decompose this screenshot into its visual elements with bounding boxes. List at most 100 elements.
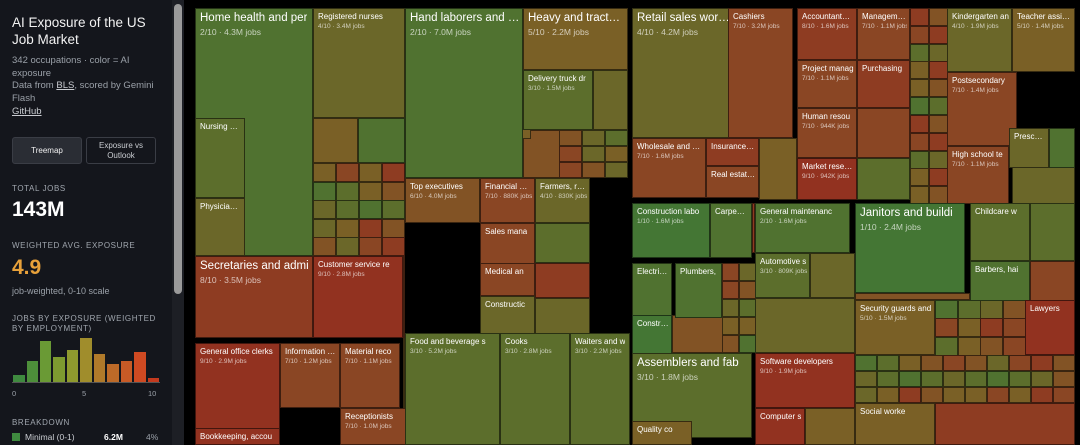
treemap-tile-unlabeled[interactable] xyxy=(755,298,855,353)
treemap-tile-unlabeled[interactable] xyxy=(1003,318,1026,337)
treemap-tile-unlabeled[interactable] xyxy=(336,237,359,256)
treemap-tile[interactable]: Teacher assista 5/10 · 1.4M jobs xyxy=(1012,8,1075,72)
treemap-tile-unlabeled[interactable] xyxy=(965,371,987,387)
treemap-tile-unlabeled[interactable] xyxy=(359,182,382,201)
treemap-tile-unlabeled[interactable] xyxy=(359,200,382,219)
treemap-tile[interactable]: Heavy and tractor-tr 5/10 · 2.2M jobs xyxy=(523,8,628,70)
treemap-tile-unlabeled[interactable] xyxy=(910,168,929,186)
treemap-tile[interactable]: Physicians a xyxy=(195,198,245,256)
treemap-tile-unlabeled[interactable] xyxy=(593,70,628,130)
treemap-tile[interactable]: Software developers 9/10 · 1.9M jobs xyxy=(755,353,855,408)
treemap-tile-unlabeled[interactable] xyxy=(535,263,590,298)
treemap-tile-unlabeled[interactable] xyxy=(759,138,797,200)
treemap-tile-unlabeled[interactable] xyxy=(855,387,877,403)
treemap-tile-unlabeled[interactable] xyxy=(739,263,756,281)
treemap-tile-unlabeled[interactable] xyxy=(910,186,929,204)
treemap-tile-unlabeled[interactable] xyxy=(929,44,948,62)
treemap-tile-unlabeled[interactable] xyxy=(722,299,739,317)
treemap-tile-unlabeled[interactable] xyxy=(605,162,628,178)
treemap-tile-unlabeled[interactable] xyxy=(1031,387,1053,403)
treemap-tile-unlabeled[interactable] xyxy=(313,182,336,201)
treemap-tile[interactable]: Janitors and buildi 1/10 · 2.4M jobs xyxy=(855,203,965,293)
treemap-tile[interactable]: Purchasing xyxy=(857,60,910,108)
treemap-tile[interactable]: Farmers, ranc 4/10 · 830K jobs xyxy=(535,178,590,223)
treemap-tile-unlabeled[interactable] xyxy=(1003,300,1026,319)
github-link[interactable]: GitHub xyxy=(12,106,42,117)
treemap-tile-unlabeled[interactable] xyxy=(1031,371,1053,387)
treemap-tile[interactable]: Wholesale and mar 7/10 · 1.6M jobs xyxy=(632,138,706,198)
treemap-tile[interactable]: Plumbers, xyxy=(675,263,722,318)
treemap-tile[interactable]: Insurance sa xyxy=(706,138,759,166)
treemap-tile[interactable]: Retail sales workers 4/10 · 4.2M jobs xyxy=(632,8,734,138)
treemap-tile-unlabeled[interactable] xyxy=(910,133,929,151)
treemap-tile-unlabeled[interactable] xyxy=(855,371,877,387)
treemap-tile-unlabeled[interactable] xyxy=(559,146,582,162)
treemap-tile-unlabeled[interactable] xyxy=(559,162,582,178)
treemap-tile-unlabeled[interactable] xyxy=(313,237,336,256)
treemap-tile-unlabeled[interactable] xyxy=(943,355,965,371)
treemap-tile-unlabeled[interactable] xyxy=(559,130,582,146)
treemap-tile-unlabeled[interactable] xyxy=(929,186,948,204)
treemap-tile-unlabeled[interactable] xyxy=(929,168,948,186)
treemap-tile[interactable]: Sales mana xyxy=(480,223,535,265)
treemap-tile-unlabeled[interactable] xyxy=(987,387,1009,403)
treemap-tile-unlabeled[interactable] xyxy=(958,318,981,337)
treemap-tile-unlabeled[interactable] xyxy=(722,335,739,353)
treemap-tile[interactable]: Management a 7/10 · 1.1M jobs xyxy=(857,8,910,60)
treemap-tile-unlabeled[interactable] xyxy=(929,79,948,97)
treemap-tile-unlabeled[interactable] xyxy=(336,182,359,201)
treemap-tile-unlabeled[interactable] xyxy=(722,317,739,335)
treemap-tile[interactable]: Medical an xyxy=(480,263,535,296)
treemap-tile-unlabeled[interactable] xyxy=(805,408,855,445)
treemap-tile[interactable]: Construction labo 1/10 · 1.6M jobs xyxy=(632,203,710,258)
treemap-tile[interactable]: Delivery truck dr 3/10 · 1.5M jobs xyxy=(523,70,593,130)
treemap-tile-unlabeled[interactable] xyxy=(877,355,899,371)
treemap-tile-unlabeled[interactable] xyxy=(336,219,359,238)
treemap-tile[interactable]: Project manag 7/10 · 1.1M jobs xyxy=(797,60,857,108)
treemap-tile-unlabeled[interactable] xyxy=(605,146,628,162)
treemap-tile-unlabeled[interactable] xyxy=(910,151,929,169)
treemap-tile-unlabeled[interactable] xyxy=(382,219,405,238)
treemap-tile[interactable]: Customer service re 9/10 · 2.8M jobs xyxy=(313,256,403,338)
treemap-tile-unlabeled[interactable] xyxy=(535,223,590,263)
treemap-tile-unlabeled[interactable] xyxy=(535,298,590,334)
treemap-tile-unlabeled[interactable] xyxy=(929,133,948,151)
treemap-tile-unlabeled[interactable] xyxy=(739,317,756,335)
treemap-tile-unlabeled[interactable] xyxy=(943,387,965,403)
treemap-tile[interactable]: Lawyers xyxy=(1025,300,1075,355)
treemap-tile-unlabeled[interactable] xyxy=(313,219,336,238)
treemap-tile[interactable]: Material reco 7/10 · 1.1M jobs xyxy=(340,343,400,408)
treemap-tile-unlabeled[interactable] xyxy=(929,61,948,79)
treemap-tile-unlabeled[interactable] xyxy=(722,263,739,281)
treemap-tile[interactable]: Hand laborers and ma 2/10 · 7.0M jobs xyxy=(405,8,523,178)
treemap-tile-unlabeled[interactable] xyxy=(582,162,605,178)
treemap-tile[interactable]: Bookkeeping, accou xyxy=(195,428,280,445)
treemap-tile-unlabeled[interactable] xyxy=(935,403,1075,445)
treemap-tile-unlabeled[interactable] xyxy=(958,337,981,356)
treemap-tile-unlabeled[interactable] xyxy=(739,281,756,299)
treemap-tile[interactable]: Constructic xyxy=(480,296,535,334)
treemap-tile-unlabeled[interactable] xyxy=(910,8,929,26)
treemap-tile[interactable]: Automotive s 3/10 · 809K jobs xyxy=(755,253,810,298)
treemap-tile-unlabeled[interactable] xyxy=(910,44,929,62)
treemap-tile-unlabeled[interactable] xyxy=(313,163,336,182)
treemap-tile-unlabeled[interactable] xyxy=(980,318,1003,337)
bls-link[interactable]: BLS xyxy=(56,80,75,91)
treemap-tile-unlabeled[interactable] xyxy=(899,387,921,403)
treemap-tile-unlabeled[interactable] xyxy=(929,8,948,26)
treemap-tile[interactable]: Receptionists 7/10 · 1.0M jobs xyxy=(340,408,410,445)
treemap-tile[interactable]: Human resou 7/10 · 944K jobs xyxy=(797,108,857,158)
treemap-tile-unlabeled[interactable] xyxy=(382,163,405,182)
treemap-tile-unlabeled[interactable] xyxy=(582,130,605,146)
treemap-tile-unlabeled[interactable] xyxy=(857,108,910,158)
treemap-tile[interactable]: Assemblers and fab 3/10 · 1.8M jobs xyxy=(632,353,752,438)
treemap-tile-unlabeled[interactable] xyxy=(921,355,943,371)
treemap-tile-unlabeled[interactable] xyxy=(921,387,943,403)
treemap-tile-unlabeled[interactable] xyxy=(359,219,382,238)
treemap-tile[interactable]: Electrician xyxy=(632,263,672,318)
sidebar-scrollbar-thumb[interactable] xyxy=(174,4,182,294)
treemap-tile-unlabeled[interactable] xyxy=(965,355,987,371)
treemap-tile[interactable]: Preschool xyxy=(1009,128,1049,168)
treemap-tile[interactable]: Quality co xyxy=(632,421,692,445)
exposure-vs-outlook-button[interactable]: Exposure vs Outlook xyxy=(86,137,156,164)
